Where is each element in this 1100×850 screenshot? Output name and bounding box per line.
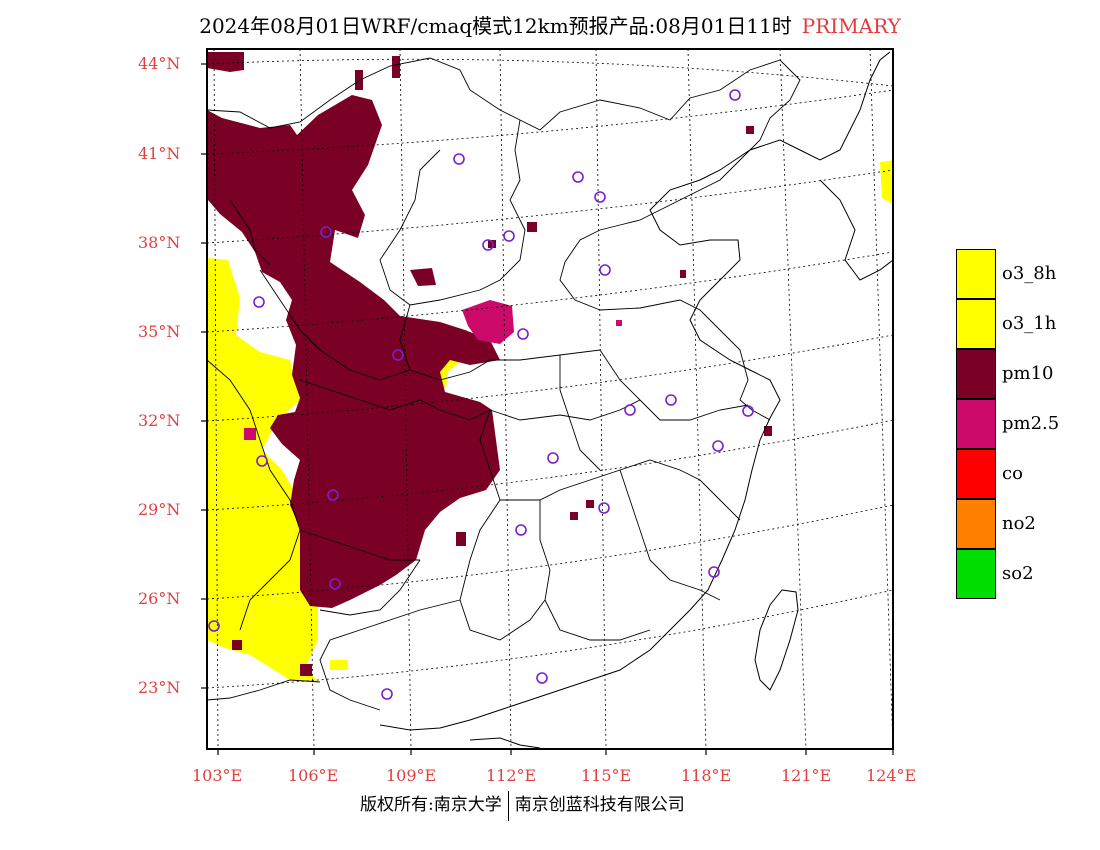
graticule [207, 49, 893, 749]
coastline [379, 51, 893, 749]
copyright-right: 南京创蓝科技有限公司 [514, 795, 685, 815]
lon-label: 118°E [681, 766, 732, 785]
lat-label: 26°N [138, 589, 181, 608]
copyright-footer: 版权所有:南京大学 南京创蓝科技有限公司 [360, 790, 685, 821]
lat-label: 44°N [138, 54, 181, 73]
lat-label: 29°N [138, 500, 181, 519]
lon-label: 112°E [486, 766, 537, 785]
legend-swatch [956, 249, 996, 299]
lon-label: 121°E [781, 766, 832, 785]
footer-separator [507, 790, 509, 821]
legend-swatch [956, 299, 996, 349]
city-markers [208, 89, 754, 700]
lat-label: 38°N [138, 233, 181, 252]
legend-swatch [956, 349, 996, 399]
lon-label: 106°E [288, 766, 339, 785]
lon-label: 124°E [866, 766, 917, 785]
primary-tag: PRIMARY [801, 14, 901, 38]
copyright-left: 版权所有:南京大学 [360, 795, 502, 815]
pm25-area [244, 300, 622, 440]
legend-label: co [1002, 463, 1023, 484]
legend-label: so2 [1002, 563, 1034, 584]
lon-label: 103°E [192, 766, 243, 785]
legend-label: o3_1h [1002, 313, 1057, 334]
legend-label: o3_8h [1002, 263, 1057, 284]
legend-swatch [956, 399, 996, 449]
lat-label: 23°N [138, 678, 181, 697]
map-title: 2024年08月01日WRF/cmaq模式12km预报产品:08月01日11时 P… [0, 10, 1100, 39]
lon-label: 115°E [581, 766, 632, 785]
title-text: 2024年08月01日WRF/cmaq模式12km预报产品:08月01日11时 [199, 14, 792, 38]
province-boundaries [207, 57, 801, 711]
legend-label: pm10 [1002, 363, 1054, 384]
lat-label: 41°N [138, 144, 181, 163]
lat-label: 35°N [138, 322, 181, 341]
legend-swatch [956, 549, 996, 599]
legend-label: pm2.5 [1002, 413, 1060, 434]
pm10-area [207, 52, 772, 676]
legend-label: no2 [1002, 513, 1036, 534]
axis-ticks [201, 63, 894, 755]
lon-label: 109°E [386, 766, 437, 785]
map-frame [206, 48, 894, 750]
legend-swatch [956, 499, 996, 549]
legend-swatch [956, 449, 996, 499]
lat-label: 32°N [138, 411, 181, 430]
